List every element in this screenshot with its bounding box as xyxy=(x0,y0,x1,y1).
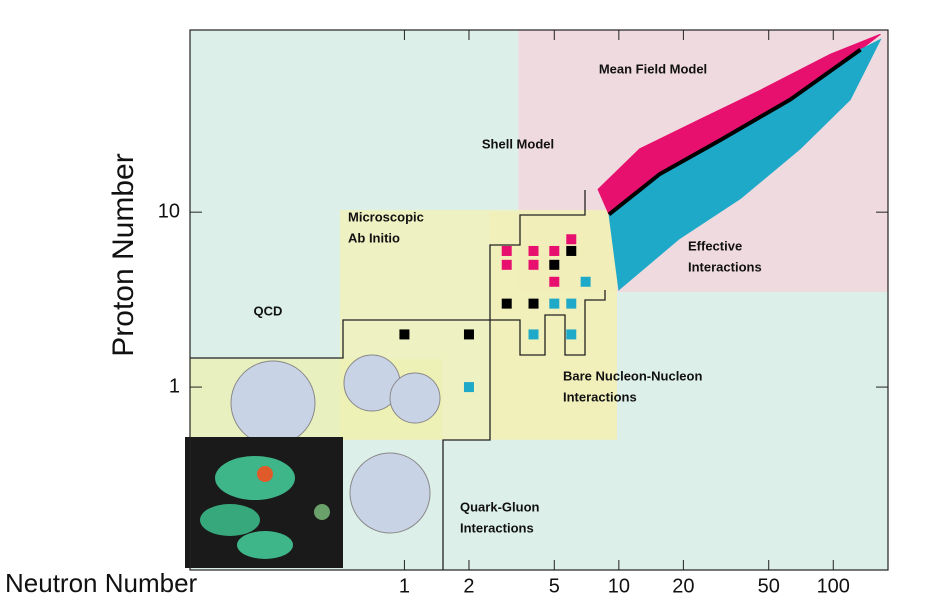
nuclide xyxy=(529,246,539,256)
nuclide xyxy=(529,329,539,339)
nuclide xyxy=(529,260,539,270)
x-tick-label: 1 xyxy=(399,575,410,597)
region-label: Quark-Gluon xyxy=(460,499,540,514)
nucleon-image xyxy=(390,373,440,423)
region-label: Interactions xyxy=(688,259,762,274)
chart: Proton Number Neutron Number 1 2 5 10 20 50 10… xyxy=(0,0,930,600)
nuclide xyxy=(549,260,559,270)
nucleon-image xyxy=(231,361,315,445)
x-tick-label: 5 xyxy=(549,575,560,597)
qcd-blob xyxy=(237,531,293,559)
nuclide xyxy=(464,382,474,392)
x-tick-label: 2 xyxy=(463,575,474,597)
region-label: QCD xyxy=(254,303,283,318)
x-tick-label: 50 xyxy=(758,575,780,597)
region-label: Mean Field Model xyxy=(599,61,707,76)
qcd-blob xyxy=(215,456,295,500)
region-label: Ab Initio xyxy=(348,230,400,245)
nuclide xyxy=(566,299,576,309)
nuclide xyxy=(399,329,409,339)
y-tick-label: 10 xyxy=(158,200,180,222)
region-label: Interactions xyxy=(460,520,534,535)
nuclide xyxy=(549,246,559,256)
region-label: Interactions xyxy=(563,389,637,404)
x-axis-label: Neutron Number xyxy=(5,568,198,598)
nuclide xyxy=(529,299,539,309)
qcd-blob xyxy=(314,504,330,520)
nucleon-image xyxy=(350,453,430,533)
page: {"chart_data": { "type": "region-map", "… xyxy=(0,0,930,600)
nuclide xyxy=(549,277,559,287)
nuclide xyxy=(566,329,576,339)
y-tick-label: 1 xyxy=(169,375,180,397)
region-label: Effective xyxy=(688,238,742,253)
region-label: Microscopic xyxy=(348,209,424,224)
region-label: Bare Nucleon-Nucleon xyxy=(563,368,702,383)
y-axis-label: Proton Number xyxy=(107,153,140,356)
qcd-blob xyxy=(200,504,260,536)
nuclide xyxy=(502,299,512,309)
nuclide xyxy=(566,234,576,244)
x-tick-label: 10 xyxy=(608,575,630,597)
region-label: Shell Model xyxy=(482,136,554,151)
nuclide xyxy=(464,329,474,339)
nuclide xyxy=(549,299,559,309)
qcd-blob xyxy=(257,466,273,482)
nuclide xyxy=(502,246,512,256)
nuclide xyxy=(581,277,591,287)
x-tick-label: 20 xyxy=(672,575,694,597)
x-tick-label: 100 xyxy=(817,575,850,597)
nuclide xyxy=(502,260,512,270)
nuclide xyxy=(566,246,576,256)
